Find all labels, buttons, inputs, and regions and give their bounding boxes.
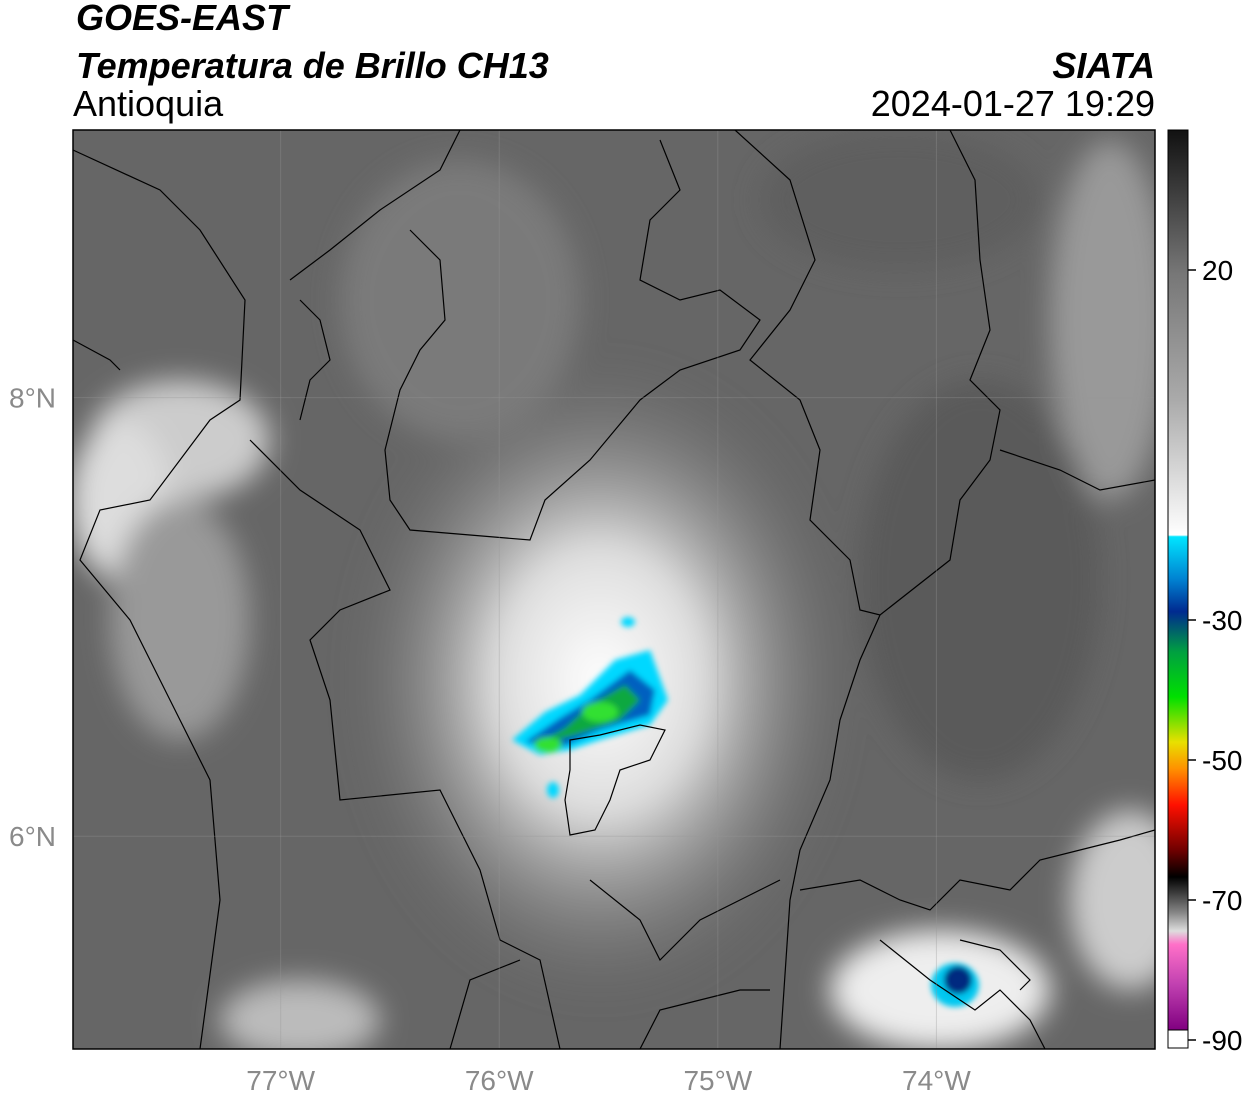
colorbar-ticks: 20 -30 -50 -70 -90 (1188, 255, 1242, 1056)
lon-tick-label: 77°W (246, 1065, 315, 1096)
colorbar (1167, 129, 1189, 1031)
convective-cores (512, 617, 979, 1007)
colorbar-tick-label: 20 (1202, 255, 1233, 286)
lon-tick-label: 74°W (902, 1065, 971, 1096)
datetime: 2024-01-27 19:29 (871, 83, 1155, 124)
title: GOES-EAST (76, 0, 291, 38)
map (73, 130, 1155, 1049)
map-frame (72, 129, 1156, 1050)
lon-tick-label: 76°W (465, 1065, 534, 1096)
colorbar-tick-label: -70 (1202, 885, 1242, 916)
colorbar-extension (1167, 1029, 1189, 1049)
colorbar-tick-label: -90 (1202, 1025, 1242, 1056)
graticule (73, 130, 1155, 1049)
borders (73, 130, 1155, 1049)
source: SIATA (1052, 45, 1155, 86)
lat-tick-label: 6°N (9, 821, 56, 852)
lat-tick-label: 8°N (9, 383, 56, 414)
lon-tick-label: 75°W (683, 1065, 752, 1096)
colorbar-tick-label: -50 (1202, 745, 1242, 776)
colorbar-tick-label: -30 (1202, 605, 1242, 636)
region: Antioquia (73, 83, 224, 124)
product: Temperatura de Brillo CH13 (76, 45, 549, 86)
